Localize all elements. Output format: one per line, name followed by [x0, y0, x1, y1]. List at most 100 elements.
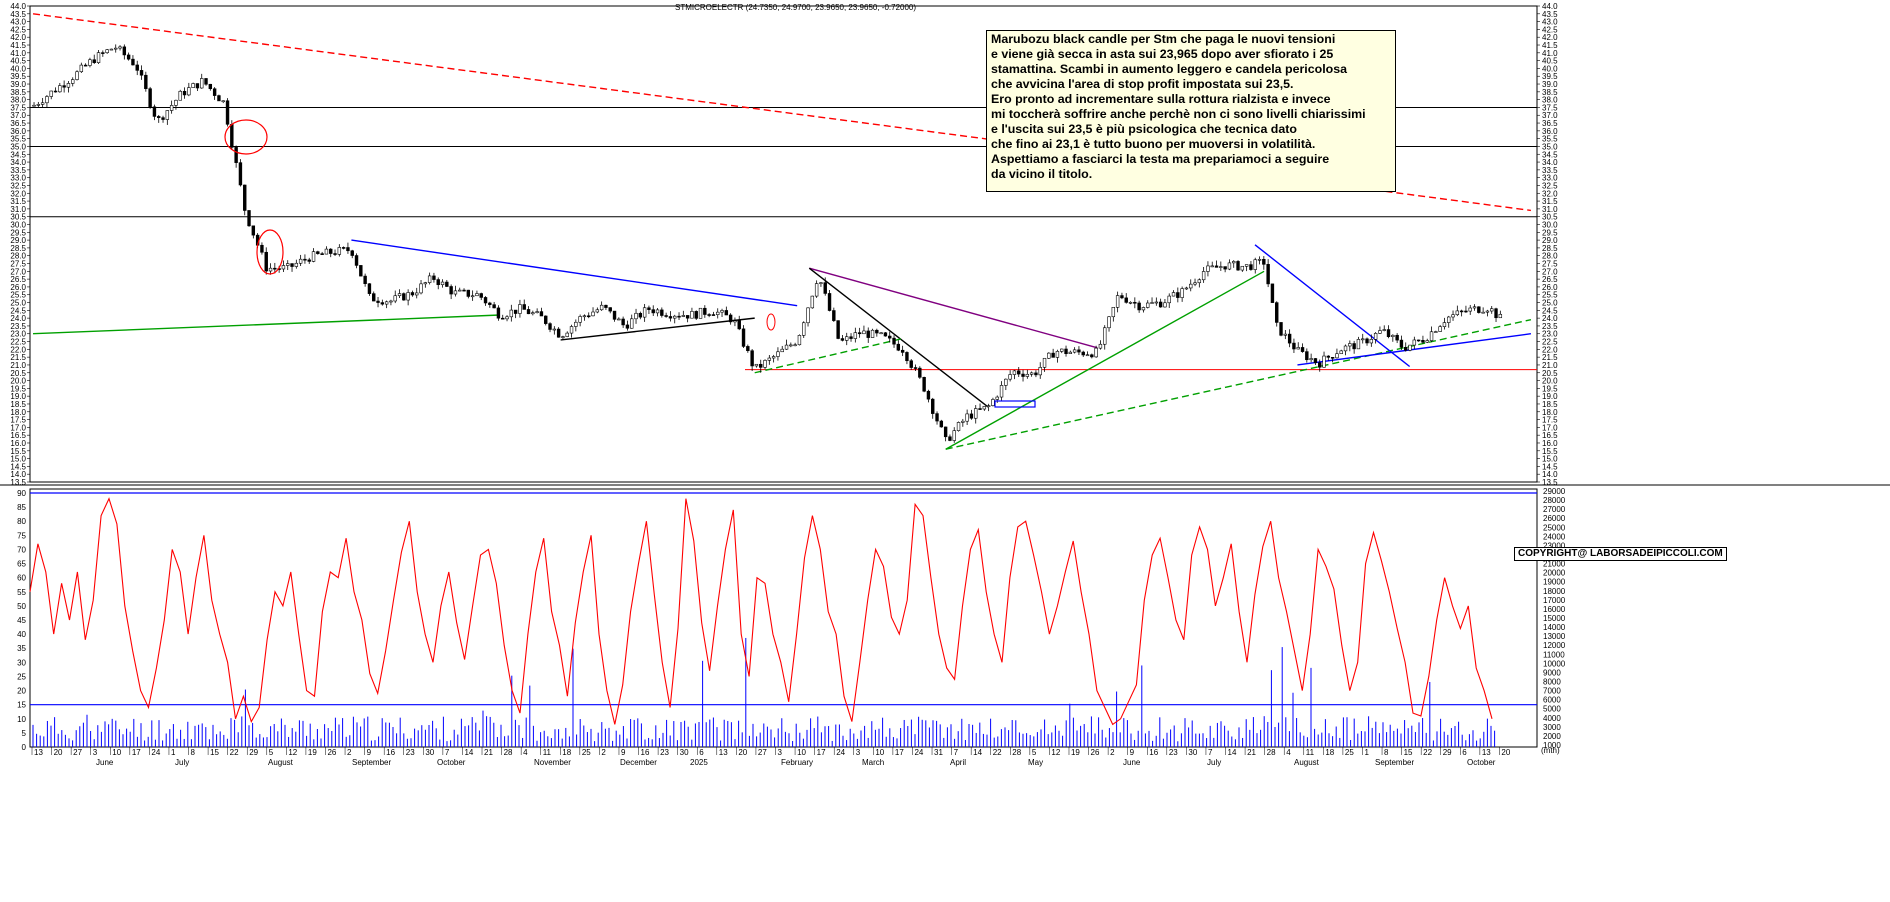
candle-body: [513, 309, 518, 314]
candle-body: [449, 286, 453, 295]
candle-body: [802, 322, 806, 336]
candle-body: [1438, 326, 1442, 332]
trend-line: [351, 239, 798, 307]
candle-body: [286, 263, 290, 266]
candle-body: [1133, 301, 1137, 304]
candle-body: [531, 312, 535, 315]
x-day-label: 7: [445, 748, 450, 757]
candle-body: [1034, 372, 1038, 376]
x-day-label: 5: [1032, 748, 1037, 757]
x-day-label: 18: [562, 748, 571, 757]
candle-body: [952, 430, 956, 441]
candle-body: [1184, 287, 1189, 290]
y-tick-label: 19.5: [1542, 384, 1558, 393]
candle-body: [703, 307, 707, 315]
y-tick-label: 15.0: [1542, 455, 1558, 464]
candle-body: [694, 311, 698, 319]
candle-body: [144, 74, 148, 89]
candle-body: [900, 349, 905, 353]
x-day-label: 10: [112, 748, 121, 757]
candle-body: [621, 318, 625, 326]
candle-body: [58, 85, 62, 93]
y-tick-label: 15.0: [10, 455, 26, 464]
candle-body: [819, 282, 823, 284]
candle-body: [1197, 279, 1202, 284]
y-tick-label: 25.5: [10, 291, 26, 300]
x-month-label: July: [175, 758, 189, 767]
y-tick-label: 13.5: [1542, 478, 1558, 487]
y-tick-label: 27.0: [10, 267, 26, 276]
candle-body: [1296, 347, 1300, 350]
candle-body: [1051, 352, 1055, 358]
y-tick-label: 31.5: [1542, 197, 1558, 206]
y-tick-label: 27.5: [1542, 260, 1558, 269]
highlight-circle: [766, 313, 776, 331]
candle-body: [750, 350, 754, 367]
candle-body: [535, 311, 539, 313]
candle-body: [1386, 329, 1391, 338]
candle-body: [294, 262, 299, 267]
x-day-label: 13: [34, 748, 43, 757]
candle-body: [152, 106, 157, 117]
candle-body: [814, 283, 819, 297]
candle-body: [810, 295, 815, 309]
candle-body: [905, 352, 909, 362]
y-tick-label: 41.5: [10, 41, 26, 50]
candle-body: [445, 281, 449, 287]
y-tick-label: 21.5: [1542, 353, 1558, 362]
candle-body: [1313, 358, 1318, 364]
x-day-label: 2: [347, 748, 352, 757]
candle-body: [1275, 302, 1279, 323]
y-tick-label: 40.0: [1542, 64, 1558, 73]
candle-body: [165, 110, 170, 120]
osc-tick-label: 70: [17, 545, 26, 554]
osc-volume-tick-label: 6000: [1543, 696, 1561, 705]
y-tick-label: 19.5: [10, 384, 26, 393]
candle-body: [746, 346, 750, 352]
trend-line: [1254, 244, 1411, 368]
candle-body: [1330, 357, 1335, 359]
osc-volume-tick-label: 1000: [1543, 741, 1561, 750]
candle-body: [1029, 372, 1034, 375]
candle-body: [1167, 295, 1171, 304]
candle-body: [148, 88, 152, 108]
candle-body: [1481, 311, 1485, 314]
y-tick-label: 39.5: [1542, 72, 1558, 81]
candle-body: [1335, 353, 1339, 359]
y-tick-label: 13.5: [10, 478, 26, 487]
note-line: Ero pronto ad incrementare sulla rottura…: [991, 92, 1331, 106]
x-month-label: September: [1375, 758, 1414, 767]
candle-body: [1201, 271, 1206, 281]
y-tick-label: 25.0: [1542, 299, 1558, 308]
candle-body: [849, 336, 853, 339]
candle-body: [204, 78, 208, 85]
y-tick-label: 42.5: [10, 25, 26, 34]
candle-body: [926, 390, 931, 400]
osc-volume-tick-label: 15000: [1543, 614, 1566, 623]
candle-body: [1219, 266, 1223, 268]
x-day-label: 1: [171, 748, 176, 757]
candle-body: [883, 332, 888, 337]
candle-body: [741, 328, 746, 347]
candle-body: [1352, 343, 1356, 350]
candle-body: [1193, 282, 1197, 285]
osc-volume-tick-label: 13000: [1543, 632, 1566, 641]
candle-body: [1223, 266, 1227, 270]
x-day-label: 15: [1404, 748, 1413, 757]
candle-body: [754, 363, 759, 367]
candle-body: [509, 309, 514, 318]
osc-tick-label: 40: [17, 630, 26, 639]
candle-body: [840, 338, 845, 341]
candle-body: [1060, 348, 1064, 352]
x-day-label: 3: [856, 748, 861, 757]
y-tick-label: 24.5: [1542, 306, 1558, 315]
y-tick-label: 38.5: [10, 88, 26, 97]
y-tick-label: 16.0: [10, 439, 26, 448]
analysis-note: Marubozu black candle per Stm che paga l…: [986, 30, 1396, 192]
x-day-label: 7: [1208, 748, 1213, 757]
y-tick-label: 15.5: [1542, 447, 1558, 456]
candle-body: [462, 289, 466, 292]
y-tick-label: 41.0: [1542, 49, 1558, 58]
y-tick-label: 22.0: [10, 345, 26, 354]
y-tick-label: 42.5: [1542, 25, 1558, 34]
